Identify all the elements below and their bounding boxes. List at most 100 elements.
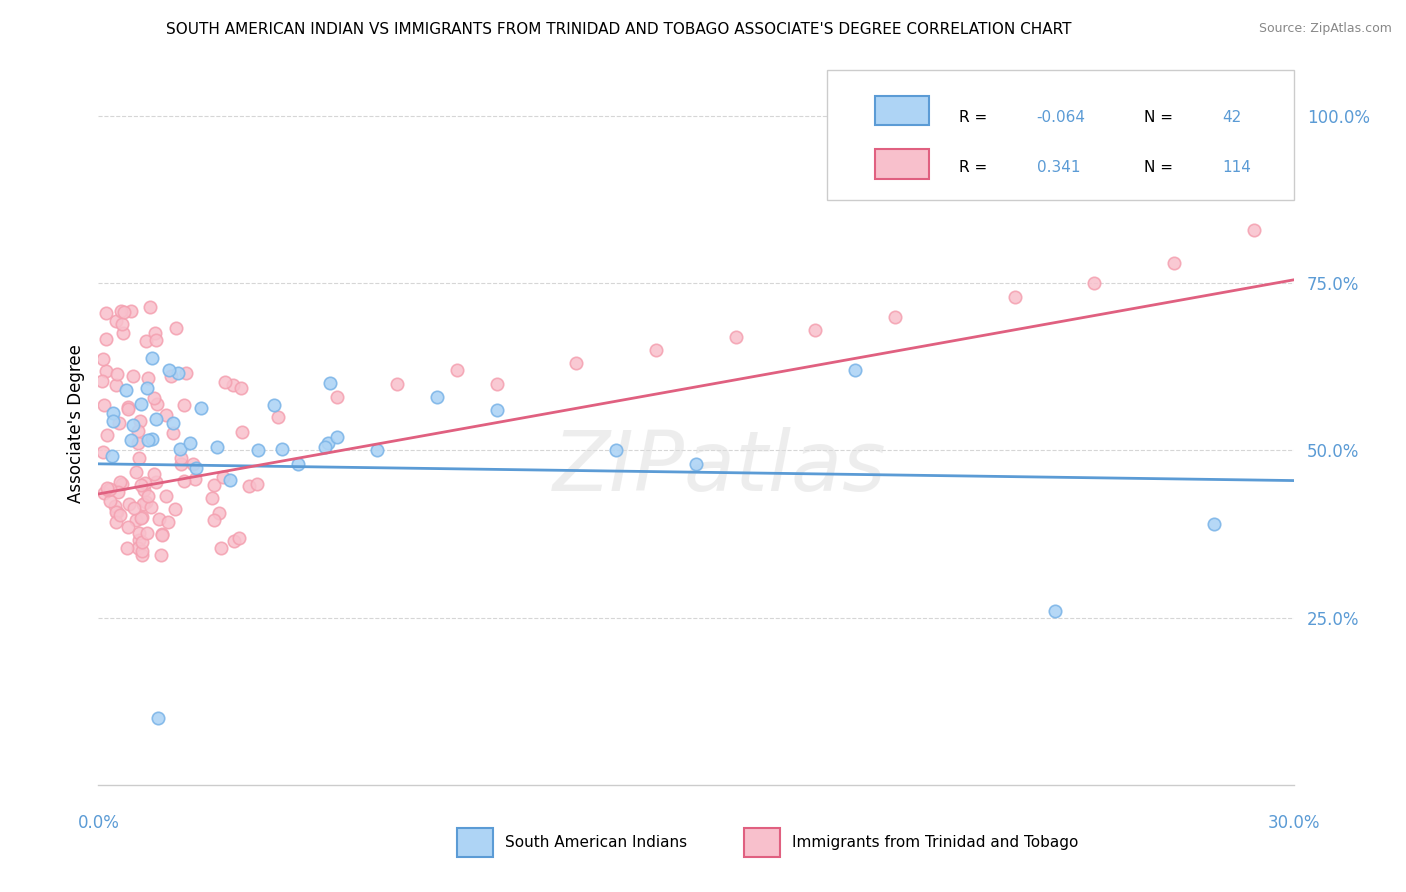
Point (135, 334, 157, 348)
Point (319, 376, 342, 390)
Point (150, 527, 173, 541)
Point (108, 508, 131, 522)
Point (844, 363, 866, 377)
Point (165, 501, 187, 516)
Point (222, 377, 245, 392)
Point (1163, 256, 1185, 270)
Text: ZIPatlas: ZIPatlas (553, 426, 887, 508)
Text: N =: N = (1144, 160, 1178, 175)
Point (101, 414, 124, 428)
Point (485, 376, 508, 391)
Point (426, 390, 449, 404)
Point (108, 416, 131, 430)
Text: 30.0%: 30.0% (1267, 814, 1320, 832)
Point (145, 411, 167, 425)
Point (162, 425, 184, 440)
Point (238, 479, 260, 493)
Point (212, 470, 235, 484)
Point (127, 541, 149, 555)
Point (94, 306, 117, 320)
Point (155, 489, 177, 503)
Point (134, 475, 156, 490)
Point (104, 313, 127, 327)
Point (129, 511, 152, 525)
Point (145, 397, 167, 411)
Point (138, 371, 160, 385)
Point (105, 368, 128, 382)
Point (128, 533, 150, 547)
Point (162, 416, 184, 430)
Point (135, 381, 157, 395)
Point (96, 428, 118, 442)
Point (105, 515, 128, 529)
Point (111, 477, 134, 491)
Text: SOUTH AMERICAN INDIAN VS IMMIGRANTS FROM TRINIDAD AND TOBAGO ASSOCIATE'S DEGREE : SOUTH AMERICAN INDIAN VS IMMIGRANTS FROM… (166, 22, 1071, 37)
Text: South American Indians: South American Indians (505, 835, 688, 850)
Text: Source: ZipAtlas.com: Source: ZipAtlas.com (1258, 22, 1392, 36)
Point (115, 541, 138, 555)
Point (222, 534, 245, 549)
Point (132, 483, 155, 498)
Point (131, 548, 153, 562)
Point (141, 432, 163, 446)
Point (150, 548, 173, 562)
Text: R =: R = (959, 160, 993, 175)
Point (446, 363, 468, 377)
Point (184, 473, 207, 487)
Point (117, 402, 139, 417)
Point (219, 473, 242, 487)
Point (173, 474, 195, 488)
Point (97, 483, 120, 497)
Point (229, 381, 252, 395)
Point (326, 430, 349, 444)
Point (145, 475, 167, 489)
Text: N =: N = (1144, 110, 1178, 125)
Point (150, 527, 173, 541)
Point (565, 356, 588, 371)
Point (93, 485, 115, 500)
FancyBboxPatch shape (457, 829, 494, 857)
Point (148, 512, 170, 526)
Point (129, 478, 152, 492)
Point (326, 390, 349, 404)
Point (136, 489, 159, 503)
Point (117, 400, 139, 414)
Point (385, 376, 409, 391)
Point (1083, 277, 1105, 291)
Point (270, 442, 292, 456)
Point (485, 403, 508, 417)
Point (142, 391, 165, 405)
FancyBboxPatch shape (827, 70, 1294, 200)
Point (112, 326, 135, 340)
FancyBboxPatch shape (744, 829, 780, 857)
Point (246, 477, 269, 491)
Point (96, 333, 118, 347)
Point (157, 363, 180, 377)
Point (884, 310, 907, 324)
Point (181, 457, 204, 471)
Point (179, 435, 201, 450)
Text: R =: R = (959, 110, 993, 125)
Point (105, 378, 128, 392)
Point (139, 500, 162, 515)
Point (111, 317, 134, 331)
Point (156, 515, 179, 529)
FancyBboxPatch shape (876, 96, 929, 126)
Point (201, 491, 224, 505)
Point (724, 330, 747, 344)
Point (107, 484, 129, 499)
Point (105, 505, 128, 519)
Text: Immigrants from Trinidad and Tobago: Immigrants from Trinidad and Tobago (792, 835, 1078, 850)
Point (129, 397, 152, 411)
Point (366, 443, 388, 458)
Point (110, 304, 132, 318)
Point (645, 343, 668, 358)
Point (1202, 516, 1225, 531)
Point (169, 457, 191, 471)
Point (202, 478, 225, 492)
Point (93, 398, 115, 412)
Point (110, 475, 132, 489)
Point (159, 368, 181, 383)
Point (131, 496, 153, 510)
Point (231, 425, 253, 439)
